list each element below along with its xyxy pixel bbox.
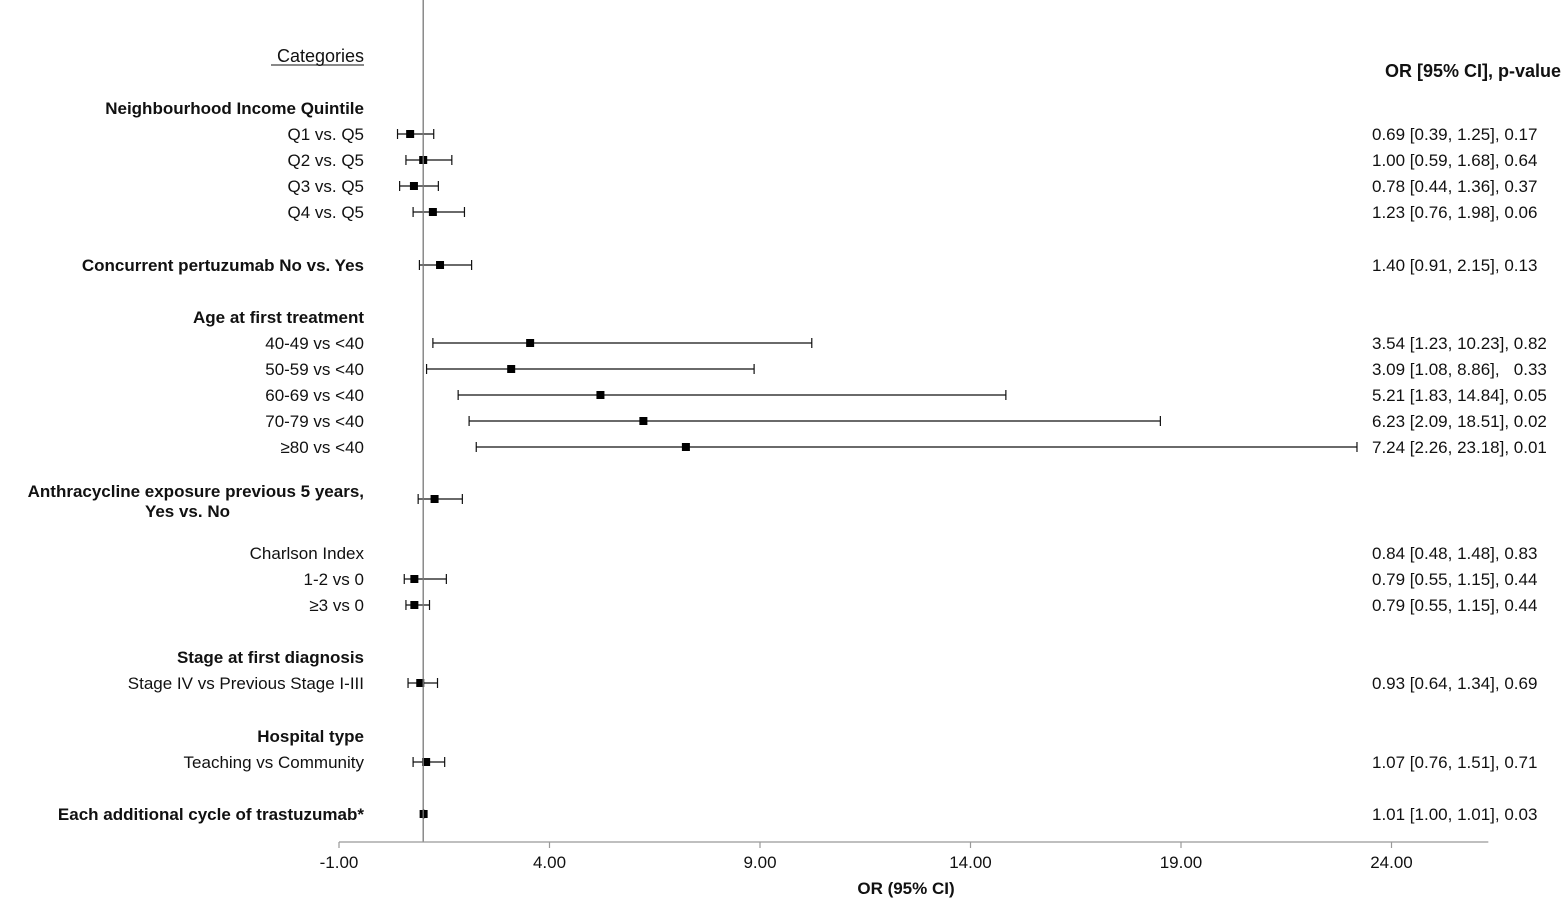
x-axis-title: OR (95% CI) — [857, 879, 954, 898]
forest-row: Q4 vs. Q5 1.23 [0.76, 1.98], 0.06 — [287, 203, 1537, 222]
x-tick-label: 4.00 — [533, 853, 566, 872]
right-header: OR [95% CI], p-value — [1385, 61, 1561, 81]
point-estimate — [416, 679, 425, 687]
row-estimate-text: 5.21 [1.83, 14.84], 0.05 — [1372, 386, 1547, 405]
x-tick-label: 19.00 — [1160, 853, 1203, 872]
point-estimate — [596, 391, 605, 399]
forest-row: Teaching vs Community 1.07 [0.76, 1.51], … — [184, 753, 1538, 772]
forest-row: Each additional cycle of trastuzumab* 1.0… — [58, 805, 1538, 824]
x-tick-label: 14.00 — [949, 853, 992, 872]
forest-row: Hospital type — [257, 727, 364, 746]
forest-row: 40-49 vs <40 3.54 [1.23, 10.23], 0.82 — [265, 334, 1547, 353]
row-estimate-text: 0.69 [0.39, 1.25], 0.17 — [1372, 125, 1537, 144]
row-label: Concurrent pertuzumab No vs. Yes — [82, 256, 364, 275]
row-label-continued: Yes vs. No — [145, 502, 230, 521]
row-label: Q1 vs. Q5 — [287, 125, 364, 144]
row-estimate-text: 1.40 [0.91, 2.15], 0.13 — [1372, 256, 1537, 275]
row-label: Each additional cycle of trastuzumab* — [58, 805, 364, 824]
row-label: Anthracycline exposure previous 5 years, — [28, 482, 364, 501]
point-estimate — [436, 261, 445, 269]
row-estimate-text: 0.78 [0.44, 1.36], 0.37 — [1372, 177, 1537, 196]
row-estimate-text: 6.23 [2.09, 18.51], 0.02 — [1372, 412, 1547, 431]
row-label: Age at first treatment — [193, 308, 364, 327]
point-estimate — [422, 758, 431, 766]
x-tick-label: -1.00 — [320, 853, 359, 872]
row-label: Q3 vs. Q5 — [287, 177, 364, 196]
row-estimate-text: 0.93 [0.64, 1.34], 0.69 — [1372, 674, 1537, 693]
x-tick-label: 9.00 — [743, 853, 776, 872]
forest-row: Concurrent pertuzumab No vs. Yes 1.40 [0.… — [82, 256, 1538, 275]
row-estimate-text: 1.23 [0.76, 1.98], 0.06 — [1372, 203, 1537, 222]
row-label: Charlson Index — [250, 544, 365, 563]
row-estimate-text: 1.00 [0.59, 1.68], 0.64 — [1372, 151, 1537, 170]
row-label: Stage at first diagnosis — [177, 648, 364, 667]
point-estimate — [410, 601, 419, 609]
row-label: Neighbourhood Income Quintile — [105, 99, 364, 118]
point-estimate — [406, 130, 415, 138]
x-tick-label: 24.00 — [1370, 853, 1413, 872]
row-label: 60-69 vs <40 — [265, 386, 364, 405]
row-estimate-text: 0.79 [0.55, 1.15], 0.44 — [1372, 570, 1537, 589]
forest-row: Stage at first diagnosis — [177, 648, 364, 667]
forest-row: Q2 vs. Q5 1.00 [0.59, 1.68], 0.64 — [287, 151, 1537, 170]
row-estimate-text: 7.24 [2.26, 23.18], 0.01 — [1372, 438, 1547, 457]
row-label: ≥3 vs 0 — [309, 596, 364, 615]
row-estimate-text: 0.84 [0.48, 1.48], 0.83 — [1372, 544, 1537, 563]
row-label: 50-59 vs <40 — [265, 360, 364, 379]
forest-row: 70-79 vs <40 6.23 [2.09, 18.51], 0.02 — [265, 412, 1547, 431]
forest-row: Q3 vs. Q5 0.78 [0.44, 1.36], 0.37 — [287, 177, 1537, 196]
row-estimate-text: 1.07 [0.76, 1.51], 0.71 — [1372, 753, 1537, 772]
row-label: Teaching vs Community — [184, 753, 365, 772]
row-label: 70-79 vs <40 — [265, 412, 364, 431]
forest-row: Anthracycline exposure previous 5 years,… — [28, 482, 463, 521]
forest-row: Charlson Index 0.84 [0.48, 1.48], 0.83 — [250, 544, 1538, 563]
row-label: Stage IV vs Previous Stage I-III — [128, 674, 364, 693]
point-estimate — [428, 208, 437, 216]
rows-layer: Neighbourhood Income Quintile Q1 vs. Q5 0.… — [28, 99, 1547, 824]
point-estimate — [430, 495, 439, 503]
row-label: Q4 vs. Q5 — [287, 203, 364, 222]
row-label: ≥80 vs <40 — [280, 438, 364, 457]
point-estimate — [507, 365, 516, 373]
point-estimate — [409, 182, 418, 190]
row-label: Hospital type — [257, 727, 364, 746]
forest-row: Neighbourhood Income Quintile — [105, 99, 364, 118]
forest-row: Stage IV vs Previous Stage I-III 0.93 [0.… — [128, 674, 1538, 693]
forest-row: ≥3 vs 0 0.79 [0.55, 1.15], 0.44 — [309, 596, 1537, 615]
point-estimate — [410, 575, 419, 583]
x-axis: -1.00 4.00 9.00 14.00 19.00 24.00 — [320, 0, 1489, 872]
point-estimate — [526, 339, 535, 347]
forest-row: 1-2 vs 0 0.79 [0.55, 1.15], 0.44 — [304, 570, 1538, 589]
row-estimate-text: 0.79 [0.55, 1.15], 0.44 — [1372, 596, 1537, 615]
row-label: 1-2 vs 0 — [304, 570, 364, 589]
point-estimate — [681, 443, 690, 451]
forest-row: Age at first treatment — [193, 308, 364, 327]
forest-row: 60-69 vs <40 5.21 [1.83, 14.84], 0.05 — [265, 386, 1547, 405]
forest-row: ≥80 vs <40 7.24 [2.26, 23.18], 0.01 — [280, 438, 1546, 457]
forest-row: 50-59 vs <40 3.09 [1.08, 8.86], 0.33 — [265, 360, 1547, 379]
row-estimate-text: 3.54 [1.23, 10.23], 0.82 — [1372, 334, 1547, 353]
row-label: Q2 vs. Q5 — [287, 151, 364, 170]
row-label: 40-49 vs <40 — [265, 334, 364, 353]
point-estimate — [639, 417, 648, 425]
forest-row: Q1 vs. Q5 0.69 [0.39, 1.25], 0.17 — [287, 125, 1537, 144]
row-estimate-text: 1.01 [1.00, 1.01], 0.03 — [1372, 805, 1537, 824]
row-estimate-text: 3.09 [1.08, 8.86], 0.33 — [1372, 360, 1547, 379]
left-header: Categories — [277, 46, 364, 66]
